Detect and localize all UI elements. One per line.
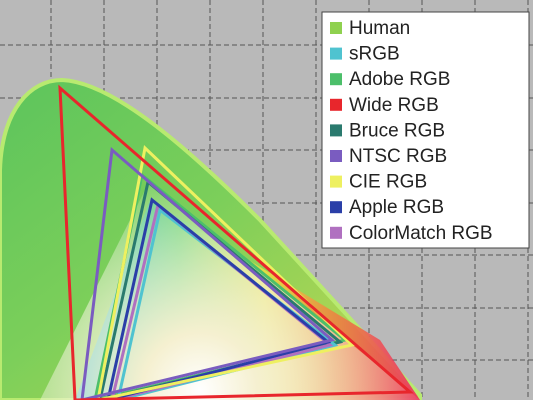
legend-swatch	[330, 73, 342, 86]
legend-label: sRGB	[349, 44, 400, 65]
legend-label: Bruce RGB	[349, 120, 445, 141]
legend-label: Wide RGB	[349, 95, 439, 116]
legend-swatch	[330, 98, 342, 111]
cie-gamut	[96, 145, 356, 400]
legend-label: CIE RGB	[349, 172, 427, 193]
legend-box	[321, 11, 530, 249]
legend-label: ColorMatch RGB	[349, 223, 493, 244]
legend-swatch	[330, 150, 342, 162]
legend-swatch	[330, 47, 342, 60]
legend-swatch	[330, 226, 342, 239]
legend-swatch	[330, 124, 342, 137]
legend-label: Adobe RGB	[349, 69, 450, 90]
legend-swatch	[330, 175, 342, 188]
legend-label: Apple RGB	[349, 197, 444, 218]
wide-gamut	[58, 84, 414, 400]
legend-swatch	[330, 201, 342, 214]
legend-label: Human	[349, 18, 410, 39]
legend-label: NTSC RGB	[349, 146, 447, 167]
legend-swatch	[330, 22, 342, 34]
ntsc-gamut	[80, 147, 336, 400]
apple-gamut	[106, 197, 332, 400]
